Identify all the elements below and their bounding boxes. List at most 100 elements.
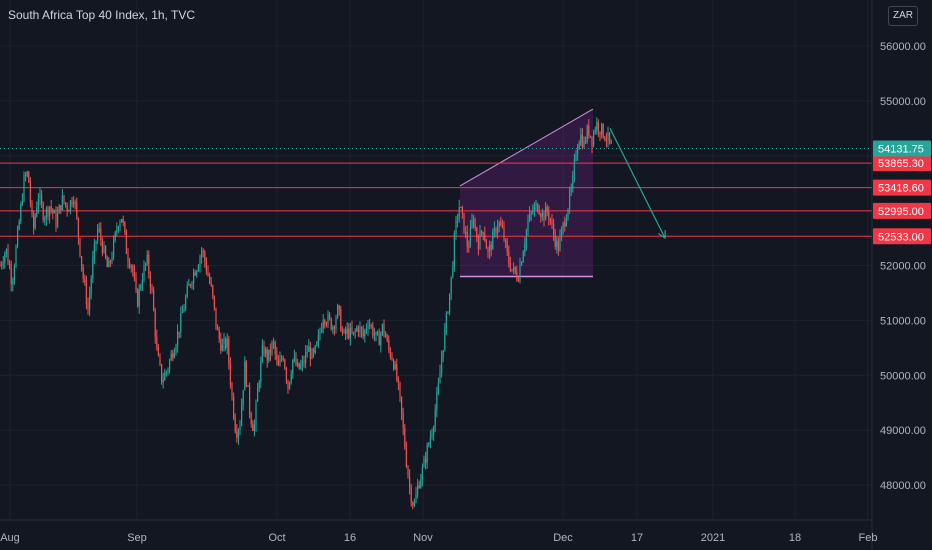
candle-body [610,140,612,144]
candle-body [260,361,262,383]
candle-body [129,262,131,267]
candle-body [447,312,449,314]
forecast-arrow-head[interactable] [658,230,666,240]
currency-badge[interactable]: ZAR [888,6,918,26]
candle-body [266,349,268,361]
candle-body [529,213,531,221]
candle-body [273,341,275,343]
candle-body [508,251,510,264]
candle-body [92,257,94,279]
candle-body [325,323,327,325]
candle-body [593,132,595,146]
candle-body [113,239,115,258]
candle-body [93,243,95,258]
candle-body [212,285,214,296]
current-price-tag: 54131.75 [878,144,924,156]
pattern-annotation[interactable] [459,108,594,278]
candle-body [516,272,518,280]
candle-body [549,218,551,222]
pattern-fill[interactable] [460,109,593,277]
candle-body [268,349,270,361]
candle-body [482,232,484,234]
candle-body [7,248,9,264]
candle-body [137,289,139,307]
candle-body [532,211,534,213]
candle-body [178,331,180,333]
candle-body [221,344,223,351]
candle-body [77,217,79,239]
candle-body [431,434,433,438]
candle-body [402,413,404,429]
candle-body [409,476,411,488]
horizontal-levels[interactable] [0,148,872,237]
candle-body [596,121,598,130]
candle-body [181,312,183,314]
candle-body [82,266,84,279]
candle-body [68,210,70,212]
candle-body [76,202,78,218]
candle-body [15,246,17,267]
candle-body [525,230,527,244]
candle-body [517,279,519,282]
candle-body [477,238,479,250]
candle-body [572,174,574,189]
candle-body [295,357,297,366]
candle-body [66,204,68,211]
candle-body [519,265,521,282]
candle-body [265,349,267,355]
candle-body [428,443,430,446]
candle-body [564,222,566,227]
candle-body [47,208,49,216]
candle-body [484,233,486,241]
candle-body [74,202,76,204]
candle-body [244,361,246,391]
candle-body [473,219,475,225]
candle-body [492,231,494,250]
candle-body [324,320,326,324]
forecast-arrow-line[interactable] [609,128,666,239]
candle-body [445,312,447,328]
candle-body [466,232,468,247]
candle-body [125,231,127,254]
candle-body [319,331,321,336]
candle-body [253,424,255,431]
pattern-upper-line[interactable] [459,108,594,187]
candle-body [335,318,337,329]
candle-body [405,448,407,467]
candle-body [186,285,188,298]
x-tick-label: Feb [859,532,878,544]
candle-body [418,485,420,488]
candle-body [127,253,129,263]
candle-body [554,234,556,247]
chart-title: South Africa Top 40 Index, 1h, TVC [8,8,196,22]
candle-body [42,203,44,220]
forecast-arrow[interactable] [609,128,666,240]
candle-body [225,338,227,348]
candle-body [234,417,236,432]
candle-body [353,331,355,334]
candle-body [426,445,428,463]
candle-body [207,271,209,276]
candle-body [73,202,75,205]
candle-body [605,139,607,141]
candle-body [242,390,244,405]
candle-body [298,363,300,369]
grid [0,0,872,520]
level-price-tag-bg [873,179,931,196]
y-tick-label: 49000.00 [880,425,926,437]
candle-body [285,368,287,381]
level-price-tag-bg [873,155,931,172]
candle-body [69,200,71,212]
candle-body [556,240,558,247]
candle-body [425,458,427,463]
candle-body [180,313,182,332]
candle-body [290,374,292,383]
candle-body [316,341,318,346]
candle-body [377,331,379,335]
candle-body [461,207,463,213]
candle-body [205,261,207,272]
candle-body [100,228,102,241]
candle-body [394,364,396,369]
candle-body [577,149,579,155]
